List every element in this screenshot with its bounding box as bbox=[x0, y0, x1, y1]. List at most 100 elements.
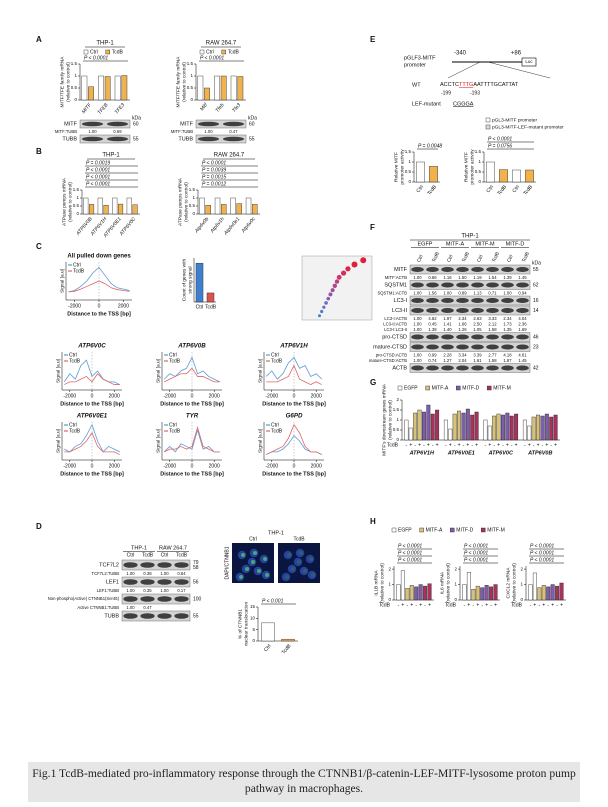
legend-swatch bbox=[83, 49, 89, 55]
kda-value: 55 bbox=[193, 613, 199, 619]
y-tick-label: 1 bbox=[190, 73, 193, 78]
legend-label: MITF-M bbox=[487, 527, 505, 533]
ratio-value: 2.12 bbox=[488, 321, 497, 326]
band bbox=[456, 365, 469, 371]
band bbox=[123, 613, 138, 619]
cell-stain bbox=[241, 553, 245, 557]
ratio-value: 1.26 bbox=[458, 327, 467, 332]
bar bbox=[104, 76, 111, 101]
p-value: P = 0.0039 bbox=[202, 167, 226, 173]
blot-band bbox=[409, 363, 531, 373]
bar bbox=[483, 419, 488, 441]
band bbox=[501, 266, 514, 273]
reporter-box bbox=[521, 57, 537, 67]
x-tick-label: Ctrl bbox=[263, 643, 273, 653]
band bbox=[140, 596, 155, 602]
y-tick-label: 0.5 bbox=[475, 169, 482, 174]
x-tick-label: 2000 bbox=[311, 393, 322, 399]
x-axis-label: Distance to the TSS [bp] bbox=[262, 471, 326, 477]
y-tick-label: 0 bbox=[192, 211, 195, 216]
treatment-sign: - bbox=[533, 442, 535, 448]
x-tick-label: TcdB bbox=[496, 184, 508, 197]
treatment-sign: + bbox=[515, 442, 518, 448]
enrichment-dot bbox=[351, 261, 358, 268]
blot-band bbox=[409, 305, 531, 316]
y-tick-label: 0 bbox=[74, 97, 77, 102]
y-tick-label: 1.5 bbox=[393, 407, 400, 412]
y-axis-label: (relative to control) bbox=[387, 400, 393, 440]
x-tick-label: 0 bbox=[191, 393, 194, 399]
legend-label: Ctrl bbox=[169, 352, 177, 358]
bar bbox=[492, 415, 497, 441]
x-tick-label: 0 bbox=[293, 463, 296, 469]
blot-band bbox=[409, 280, 531, 290]
enrichment-dot bbox=[322, 305, 326, 309]
p-value: P < 0.001 bbox=[262, 598, 284, 604]
bar bbox=[541, 585, 546, 601]
ratio-value: 1.00 bbox=[160, 588, 169, 593]
group-label: THP-1 bbox=[131, 545, 147, 551]
profile-line bbox=[64, 423, 120, 453]
legend-label: TcdB bbox=[69, 428, 81, 434]
band bbox=[107, 136, 128, 142]
band bbox=[501, 344, 514, 350]
legend-label: TcdB bbox=[271, 428, 283, 434]
chart-title: THP-1 bbox=[96, 41, 114, 47]
y-tick-label: 1 bbox=[454, 582, 457, 587]
y-tick-label: 2 bbox=[454, 566, 457, 571]
ratio-label: LC3-I:ACTB bbox=[384, 316, 407, 321]
bar bbox=[486, 161, 495, 183]
treatment-sign: - bbox=[490, 602, 492, 608]
enrichment-dot bbox=[345, 266, 351, 272]
legend-label: MITF-D bbox=[456, 527, 473, 533]
p-value: P = 0.0756 bbox=[488, 143, 512, 149]
ratio-value: 0.64 bbox=[177, 571, 186, 576]
bar bbox=[252, 204, 258, 215]
bar bbox=[559, 582, 564, 601]
legend-swatch bbox=[221, 49, 226, 55]
bar bbox=[487, 425, 492, 441]
protein-label: LEF1 bbox=[106, 579, 119, 585]
ratio-value: 1.00 bbox=[413, 327, 422, 332]
legend-label: Ctrl bbox=[169, 422, 177, 428]
ratio-value: 1.00 bbox=[413, 358, 422, 363]
y-tick-label: 15 bbox=[250, 604, 256, 609]
sequence-part: TTTG bbox=[459, 82, 473, 88]
p-value: P < 0.0001 bbox=[488, 136, 512, 142]
x-tick-label: Mitf bbox=[199, 102, 209, 112]
row-label: TcdB bbox=[379, 602, 391, 608]
ratio-value: 1.00 bbox=[204, 129, 213, 134]
bar bbox=[426, 404, 431, 441]
ratio-value: 1.16 bbox=[443, 275, 452, 280]
y-axis-label: MITF/TFE family mRNA bbox=[175, 56, 181, 108]
band bbox=[441, 297, 454, 304]
bar bbox=[416, 161, 425, 183]
legend-swatch bbox=[487, 385, 492, 391]
row-label: TcdB bbox=[511, 602, 523, 608]
x-tick-label: Ctrl bbox=[511, 184, 521, 194]
bar bbox=[540, 415, 545, 441]
x-tick-label: MITF bbox=[81, 102, 94, 116]
legend-label: pGL3-MITF promoter bbox=[492, 117, 537, 123]
ratio-label: TCF7L2:TUBB bbox=[92, 571, 120, 576]
x-tick-label: Ctrl bbox=[415, 184, 425, 194]
y-tick-label: 0 bbox=[252, 638, 255, 643]
cell-stain bbox=[299, 551, 303, 555]
treatment-sign: + bbox=[485, 602, 488, 608]
kda-value: 14 bbox=[533, 308, 539, 314]
ratio-value: 1.00 bbox=[503, 290, 512, 295]
y-axis-label: % of CTNNB1 bbox=[237, 609, 243, 639]
chart-title: TYR bbox=[186, 413, 199, 420]
lane-label: Ctrl bbox=[416, 254, 425, 263]
wt-label: WT bbox=[412, 82, 421, 88]
treatment-sign: + bbox=[449, 442, 452, 448]
treatment-sign: - bbox=[530, 602, 532, 608]
blot-band bbox=[409, 332, 531, 342]
ratio-label: MITF:TUBB bbox=[55, 129, 77, 134]
p-value: P = 0.0048 bbox=[418, 143, 442, 149]
p-value: P < 0.0001 bbox=[86, 167, 110, 173]
image-label: TcdB bbox=[293, 536, 305, 542]
bar bbox=[409, 585, 414, 601]
bar bbox=[236, 203, 242, 215]
bar bbox=[418, 584, 423, 601]
